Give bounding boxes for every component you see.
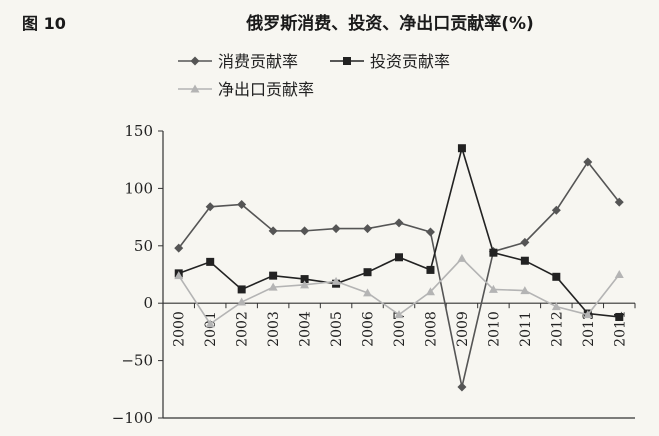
y-tick-label: −100 xyxy=(112,409,153,427)
data-point xyxy=(300,275,309,284)
data-point xyxy=(520,286,530,295)
legend-marker xyxy=(343,57,351,65)
data-point xyxy=(237,285,246,294)
x-tick-label: 2007 xyxy=(392,311,408,347)
data-point xyxy=(583,157,593,167)
data-point xyxy=(268,226,278,236)
data-point xyxy=(426,265,435,274)
x-tick-label: 2002 xyxy=(235,311,251,347)
data-point xyxy=(394,310,404,319)
x-tick-label: 2006 xyxy=(361,311,377,347)
data-point xyxy=(457,144,466,153)
data-point xyxy=(268,282,278,291)
legend-label: 净出口贡献率 xyxy=(218,80,314,99)
data-point xyxy=(551,205,561,215)
data-point xyxy=(520,256,529,265)
x-tick-label: 2000 xyxy=(172,311,188,347)
data-point xyxy=(237,199,247,209)
figure-label: 图 10 xyxy=(22,14,66,33)
data-point xyxy=(488,284,498,293)
y-tick-label: 50 xyxy=(134,237,153,255)
data-point xyxy=(363,268,372,277)
x-tick-label: 2005 xyxy=(329,311,345,347)
data-point xyxy=(395,253,403,262)
data-point xyxy=(614,270,624,278)
y-tick-label: 100 xyxy=(124,179,153,197)
data-point xyxy=(205,319,215,328)
data-point xyxy=(552,272,561,281)
data-point xyxy=(331,276,341,285)
data-point xyxy=(205,202,215,212)
data-point xyxy=(300,280,310,289)
data-point xyxy=(425,227,435,237)
x-tick-label: 2008 xyxy=(423,311,439,347)
data-point xyxy=(269,271,278,280)
data-point xyxy=(394,218,404,228)
x-tick-label: 2003 xyxy=(266,311,282,347)
legend-label: 投资贡献率 xyxy=(370,52,450,71)
data-point xyxy=(457,253,467,262)
x-tick-label: 2009 xyxy=(455,311,471,347)
data-point xyxy=(300,226,310,236)
data-point xyxy=(520,237,530,247)
x-tick-label: 2010 xyxy=(486,311,502,347)
data-point xyxy=(174,243,184,253)
data-point xyxy=(363,224,373,234)
x-tick-label: 2011 xyxy=(518,311,534,347)
x-tick-label: 2012 xyxy=(549,311,565,347)
chart-title: 俄罗斯消费、投资、净出口贡献率(%) xyxy=(246,14,534,34)
x-tick-label: 2013 xyxy=(581,311,597,347)
x-tick-label: 2004 xyxy=(298,311,314,347)
legend-marker xyxy=(190,56,200,66)
data-point xyxy=(457,382,467,392)
legend-marker xyxy=(190,84,200,93)
y-tick-label: 150 xyxy=(124,122,153,140)
data-point xyxy=(331,224,341,234)
data-point xyxy=(206,257,215,266)
data-point xyxy=(425,287,435,296)
data-point xyxy=(583,310,593,319)
data-point xyxy=(614,197,624,207)
data-point xyxy=(489,248,498,257)
data-point xyxy=(551,302,561,311)
data-point xyxy=(363,288,373,297)
data-point xyxy=(174,271,184,280)
y-tick-label: −50 xyxy=(121,352,153,370)
y-tick-label: 0 xyxy=(143,294,153,312)
legend-label: 消费贡献率 xyxy=(218,52,298,71)
data-point xyxy=(237,297,247,306)
data-point xyxy=(615,312,624,321)
